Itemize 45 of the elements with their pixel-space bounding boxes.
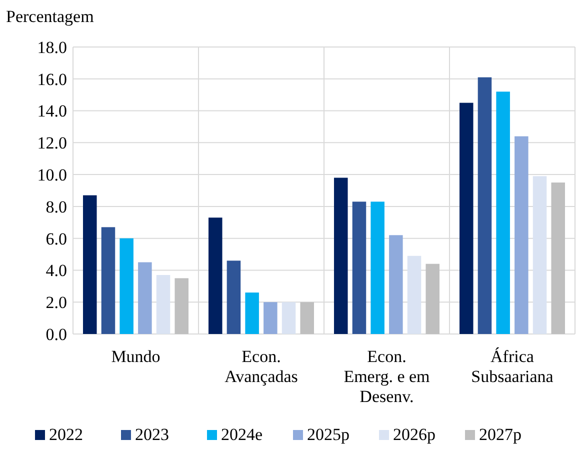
bar (156, 275, 170, 334)
y-tick-label: 4.0 (46, 261, 67, 280)
bar (174, 278, 188, 334)
bar (282, 302, 296, 334)
bar (208, 218, 222, 334)
bar (245, 292, 259, 334)
bar (352, 202, 366, 334)
y-axis-title: Percentagem (6, 7, 94, 26)
legend-label: 2025p (307, 425, 350, 444)
y-tick-label: 6.0 (46, 229, 67, 248)
legend-label: 2027p (479, 425, 522, 444)
y-tick-label: 16.0 (37, 70, 67, 89)
bar (101, 227, 116, 334)
bar (496, 92, 510, 334)
bar (478, 77, 492, 334)
legend-label: 2023 (135, 425, 169, 444)
x-tick-label: África Subsaariana (471, 347, 554, 386)
bar (226, 260, 241, 334)
y-tick-label: 8.0 (46, 197, 67, 216)
bar (120, 238, 134, 334)
bar (334, 178, 348, 334)
y-tick-label: 18.0 (37, 38, 67, 57)
bar (551, 182, 565, 334)
bar (514, 136, 528, 334)
x-tick-label: Mundo (111, 347, 160, 366)
y-tick-label: 10.0 (37, 166, 67, 185)
bar (426, 264, 440, 334)
x-tick-label: Econ. Avançadas (224, 347, 298, 386)
bar (370, 202, 384, 334)
bar (407, 256, 422, 334)
y-tick-label: 2.0 (46, 293, 67, 312)
bar (138, 262, 152, 334)
bar (300, 302, 314, 334)
legend-label: 2026p (393, 425, 436, 444)
bar (532, 176, 547, 334)
x-tick-label: Econ. Emerg. e em Desenv. (344, 347, 430, 406)
legend-label: 2022 (49, 425, 83, 444)
bar (83, 195, 97, 334)
bar (460, 102, 474, 334)
legend-label: 2024e (221, 425, 263, 444)
bar (389, 235, 403, 334)
y-tick-label: 0.0 (46, 324, 67, 344)
bar (264, 302, 278, 334)
y-tick-label: 14.0 (37, 102, 67, 121)
y-tick-label: 12.0 (37, 134, 67, 153)
